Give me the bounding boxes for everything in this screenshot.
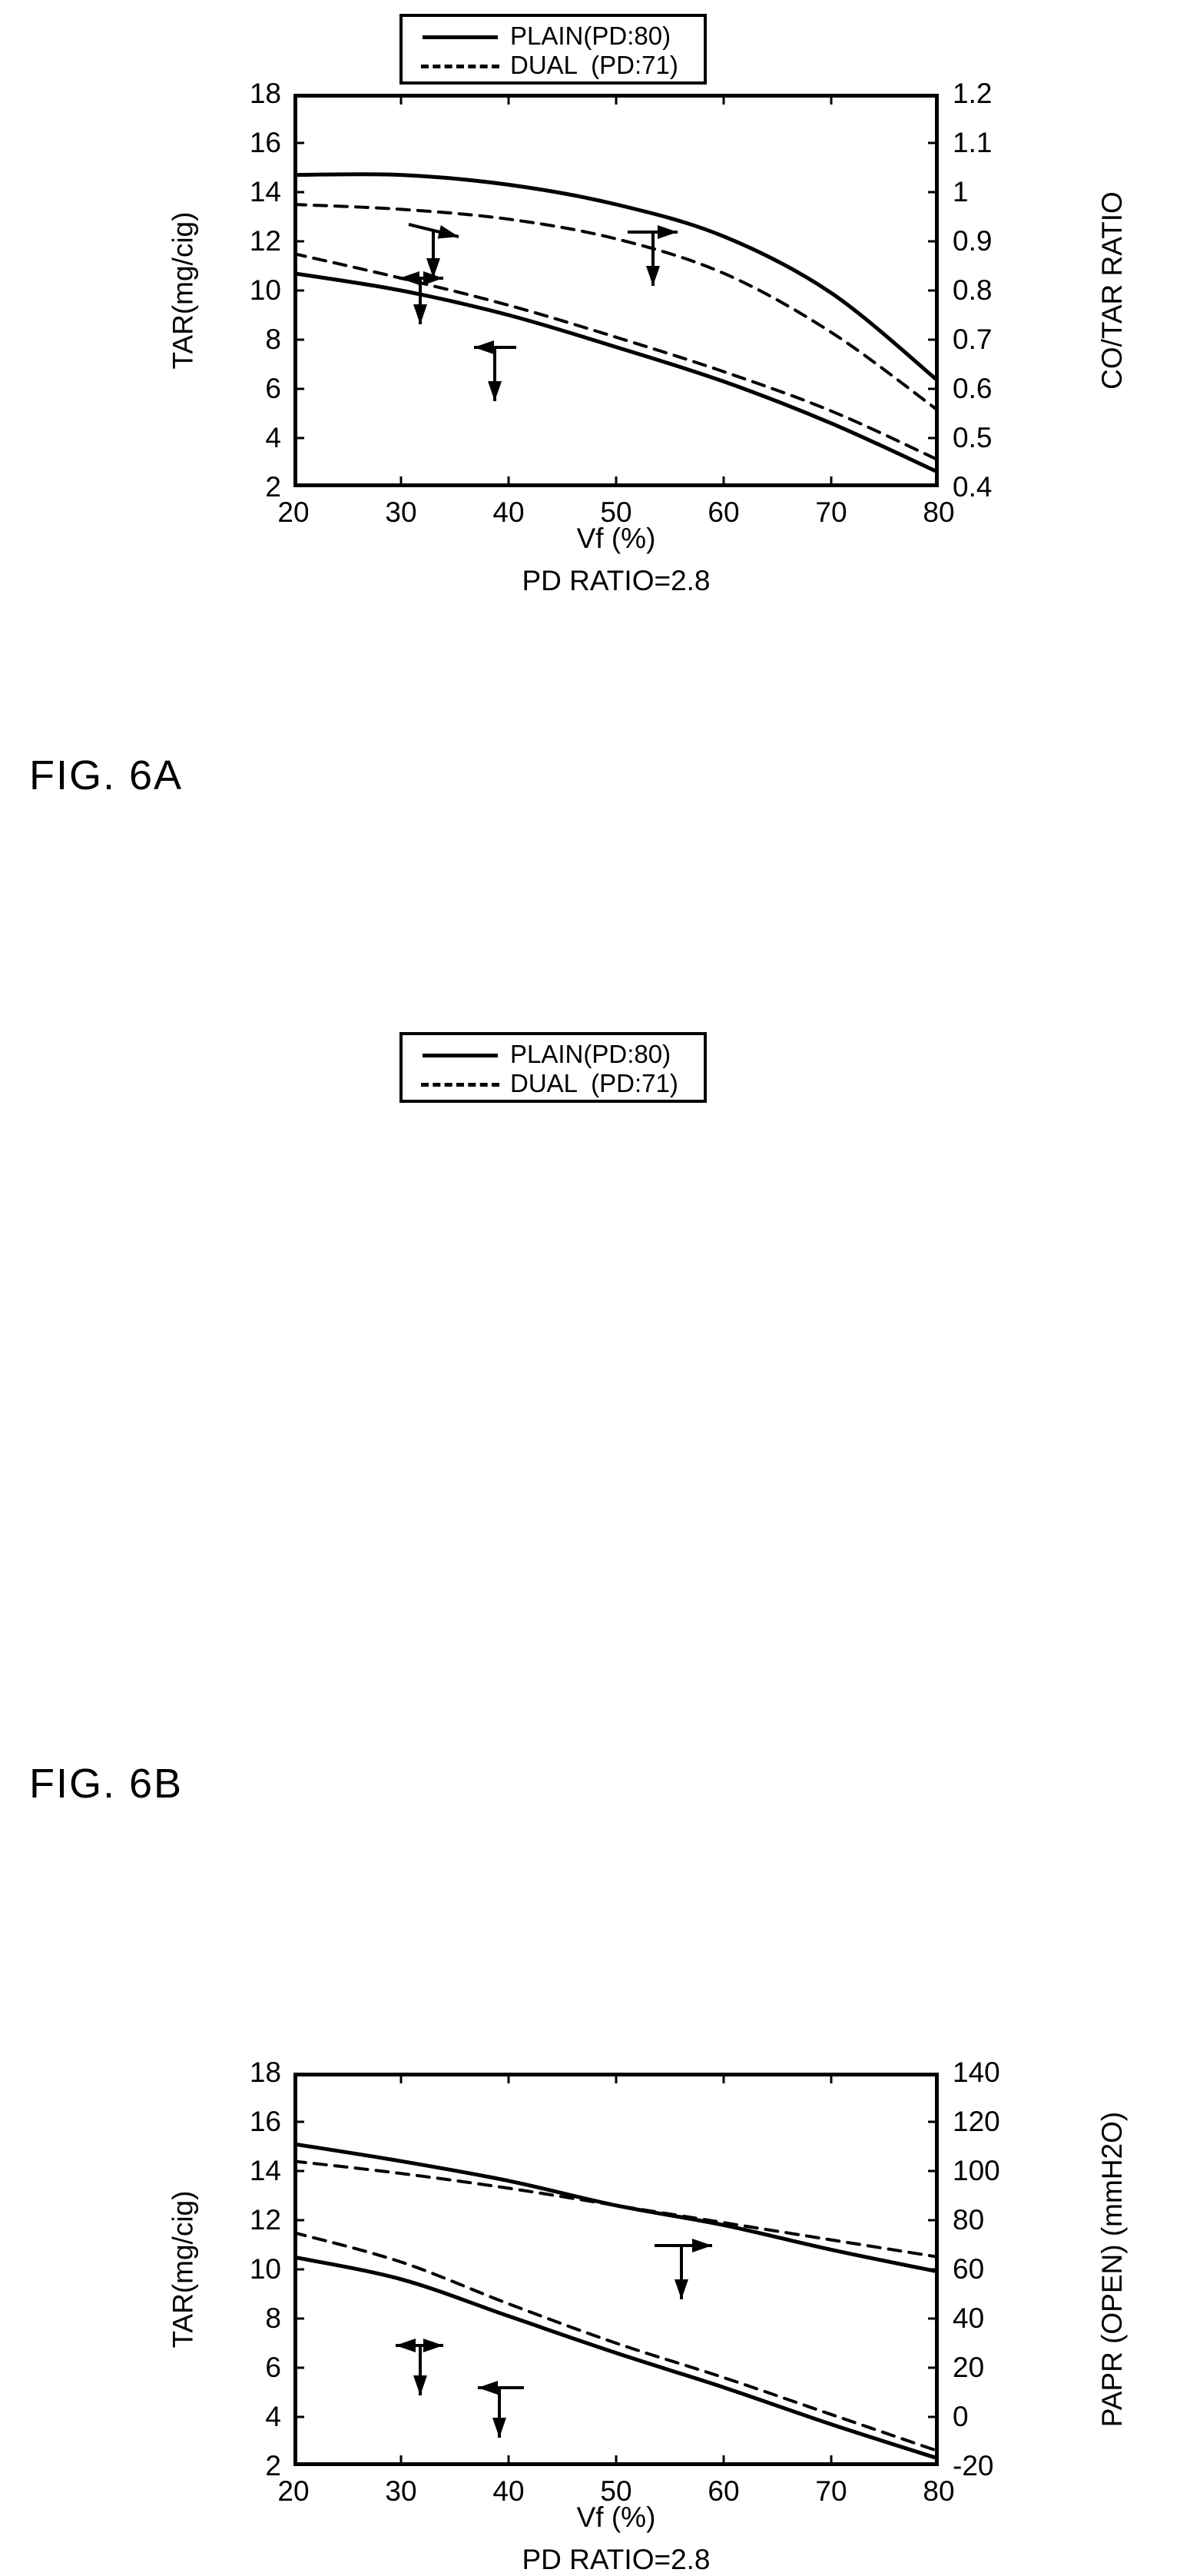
legend-label-dual: DUAL (PD:71) [510, 51, 678, 80]
plot-area-6b [293, 2073, 939, 2466]
curve-pointer-arrow-icon [413, 2345, 427, 2395]
figure-caption-6b: PD RATIO=2.8 [522, 2544, 710, 2576]
series-dual-pd-71-co-tar [293, 204, 939, 411]
legend-item-plain-6b: PLAIN(PD:80) [416, 1040, 690, 1069]
y2-tick-label: 40 [953, 2302, 984, 2335]
legend-solid-line-sample-icon [416, 1047, 499, 1062]
legend-item-dual-6b: DUAL (PD:71) [416, 1069, 690, 1098]
x-tick-label: 80 [923, 496, 954, 529]
y2-tick-label: 80 [953, 2204, 984, 2236]
y-tick-label: 12 [250, 2204, 281, 2236]
x-tick-label: 20 [277, 2475, 309, 2508]
x-tick-label: 70 [815, 496, 847, 529]
y-tick-label: 12 [250, 225, 281, 257]
y2-tick-label: 0.6 [953, 373, 992, 405]
y-tick-label: 16 [250, 127, 281, 159]
y2-tick-label: 0.8 [953, 274, 992, 307]
curve-pointer-arrow-icon [646, 232, 660, 286]
legend-label-plain: PLAIN(PD:80) [510, 1040, 671, 1069]
x-tick-label: 40 [492, 496, 524, 529]
y-axis-title-6a: TAR(mg/cig) [167, 212, 199, 370]
y-tick-label: 10 [250, 2253, 281, 2286]
y2-tick-label: 0.9 [953, 225, 992, 257]
y2-tick-label: 1 [953, 176, 969, 208]
x-tick-label: 70 [815, 2475, 847, 2508]
y-tick-label: 8 [265, 2302, 281, 2335]
y-tick-label: 10 [250, 274, 281, 307]
y2-axis-title-6a: CO/TAR RATIO [1096, 191, 1129, 390]
y-tick-label: 4 [265, 422, 281, 454]
y-tick-label: 18 [250, 2056, 281, 2089]
y-tick-label: 14 [250, 176, 281, 208]
legend-item-plain-6a: PLAIN(PD:80) [416, 22, 690, 51]
plot-area-6a [293, 94, 939, 487]
series-plain-pd-80-papr [293, 2144, 939, 2272]
x-tick-label: 80 [923, 2475, 954, 2508]
x-tick-label: 20 [277, 496, 309, 529]
x-axis-title-6a: Vf (%) [577, 523, 656, 555]
legend-solid-line-sample-icon [416, 28, 499, 44]
y2-tick-label: 20 [953, 2352, 984, 2384]
x-axis-title-6b: Vf (%) [577, 2501, 656, 2534]
x-tick-label: 60 [708, 496, 739, 529]
series-dual-pd-71-papr [293, 2161, 939, 2257]
y2-tick-label: -20 [953, 2450, 993, 2482]
plot-curves-6b [293, 2073, 939, 2466]
y2-tick-label: 140 [953, 2056, 1000, 2089]
x-tick-label: 30 [385, 496, 416, 529]
series-plain-pd-80-tar [293, 2257, 939, 2458]
y2-axis-title-6b: PAPR (OPEN) (mmH2O) [1096, 2112, 1129, 2427]
legend-box-6a: PLAIN(PD:80) DUAL (PD:71) [399, 14, 707, 85]
y2-tick-label: 1.2 [953, 78, 992, 110]
y-tick-label: 6 [265, 373, 281, 405]
legend-label-plain: PLAIN(PD:80) [510, 22, 671, 51]
curve-pointer-arrow-icon [488, 347, 502, 401]
y2-tick-label: 0.7 [953, 324, 992, 356]
series-plain-pd-80-co-tar [293, 174, 939, 382]
figure-label-6a: FIG. 6A [29, 752, 183, 799]
y2-tick-label: 120 [953, 2106, 1000, 2138]
figure-6a: PLAIN(PD:80) DUAL (PD:71) 24681012141618… [0, 0, 1180, 953]
y-tick-label: 6 [265, 2352, 281, 2384]
series-plain-pd-80-tar [293, 274, 939, 473]
curve-pointer-arrow-icon [492, 2388, 506, 2438]
y-tick-label: 8 [265, 324, 281, 356]
y-tick-label: 4 [265, 2401, 281, 2433]
figure-6b: PLAIN(PD:80) DUAL (PD:71) 24681012141618… [0, 964, 1180, 1973]
y-axis-title-6b: TAR(mg/cig) [167, 2191, 199, 2349]
y2-tick-label: 0.5 [953, 422, 992, 454]
legend-label-dual: DUAL (PD:71) [510, 1069, 678, 1098]
y2-tick-label: 0.4 [953, 471, 992, 503]
x-tick-label: 60 [708, 2475, 739, 2508]
y2-tick-label: 100 [953, 2155, 1000, 2187]
legend-box-6b: PLAIN(PD:80) DUAL (PD:71) [399, 1032, 707, 1103]
curve-pointer-arrow-icon [675, 2246, 688, 2299]
x-tick-label: 30 [385, 2475, 416, 2508]
y-tick-label: 16 [250, 2106, 281, 2138]
legend-dashed-line-sample-icon [416, 1076, 499, 1091]
y2-tick-label: 60 [953, 2253, 984, 2286]
curve-pointer-arrow-icon [655, 2239, 712, 2252]
legend-dashed-line-sample-icon [416, 58, 499, 73]
plot-curves-6a [293, 94, 939, 487]
y2-tick-label: 0 [953, 2401, 969, 2433]
y-tick-label: 18 [250, 78, 281, 110]
figure-caption-6a: PD RATIO=2.8 [522, 565, 710, 597]
series-dual-pd-71-tar [293, 2232, 939, 2452]
figure-label-6b: FIG. 6B [29, 1760, 183, 1808]
y-tick-label: 14 [250, 2155, 281, 2187]
x-tick-label: 40 [492, 2475, 524, 2508]
y2-tick-label: 1.1 [953, 127, 992, 159]
legend-item-dual-6a: DUAL (PD:71) [416, 51, 690, 80]
